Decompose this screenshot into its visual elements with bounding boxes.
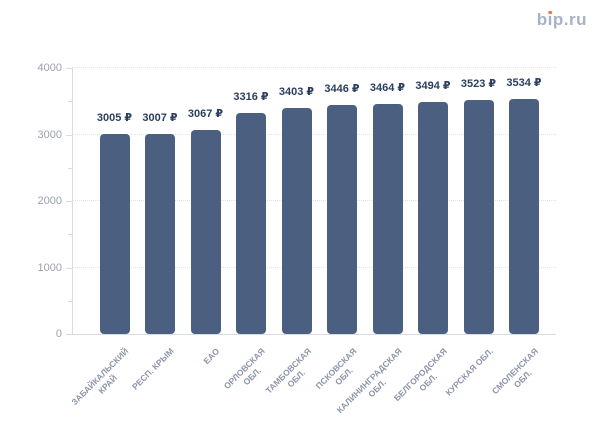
bar <box>327 104 357 334</box>
logo-letter: b <box>536 10 548 29</box>
x-axis-category-label: ЗАБАЙКАЛЬСКИЙ КРАЙ <box>69 346 131 408</box>
gridline <box>72 200 556 201</box>
bar <box>190 130 221 334</box>
y-axis-major-tick <box>66 134 72 136</box>
logo-letter: u <box>576 10 587 29</box>
gridline <box>72 67 556 68</box>
x-axis-line <box>72 334 556 335</box>
y-axis-minor-tick <box>68 234 72 236</box>
x-axis-category-label: ЕАО <box>201 346 222 367</box>
x-axis-category-label: РЕСП. КРЫМ <box>130 346 177 392</box>
bar <box>236 113 266 334</box>
y-axis-major-tick <box>66 334 72 335</box>
bar <box>509 98 539 334</box>
gridline <box>72 266 556 268</box>
y-axis-tick-label: 1000 <box>37 261 62 274</box>
bar-value-label: 3523 ₽ <box>460 77 497 90</box>
logo-letter: p <box>552 10 564 29</box>
bar <box>99 134 130 334</box>
y-axis-major-tick <box>66 201 72 202</box>
x-axis-category-label: СМОЛЕНСКАЯ ОБЛ. <box>489 346 541 397</box>
bar <box>463 99 494 334</box>
x-axis-category-label: ТАМБОВСКАЯ ОБЛ. <box>263 346 313 396</box>
y-axis-minor-tick <box>68 167 72 169</box>
bar-value-label: 3534 ₽ <box>506 76 542 89</box>
bar <box>145 134 175 334</box>
bar-value-label: 3067 ₽ <box>187 108 224 121</box>
y-axis-minor-tick <box>68 300 72 302</box>
site-logo[interactable]: bı p.ru <box>537 10 587 30</box>
x-axis-category-label: КУРСКАЯ ОБЛ. <box>443 346 495 398</box>
y-axis-tick-label: 0 <box>55 328 62 340</box>
bar <box>281 107 312 334</box>
y-axis-major-tick <box>66 267 72 269</box>
bar-value-label: 3005 ₽ <box>96 112 133 125</box>
logo-letter: r <box>568 10 577 29</box>
y-axis-major-tick <box>66 68 72 69</box>
y-axis-minor-tick <box>68 101 72 103</box>
y-axis-tick-label: 2000 <box>37 195 62 207</box>
bar <box>418 101 448 334</box>
logo-letter-i: ı <box>547 10 553 29</box>
bar-value-label: 3007 ₽ <box>142 112 178 125</box>
bar-value-label: 3316 ₽ <box>233 91 269 104</box>
bar-value-label: 3464 ₽ <box>369 81 406 94</box>
bar-value-label: 3446 ₽ <box>324 82 360 95</box>
bar <box>372 103 403 334</box>
logo-letter: . <box>563 10 569 29</box>
y-axis-line <box>72 68 73 334</box>
logo-orange-dot <box>548 10 553 15</box>
bar-value-label: 3403 ₽ <box>278 85 315 98</box>
bar-value-label: 3494 ₽ <box>415 79 451 92</box>
y-axis-tick-label: 4000 <box>37 62 62 74</box>
gridline <box>72 133 556 135</box>
y-axis-tick-label: 3000 <box>37 128 62 141</box>
